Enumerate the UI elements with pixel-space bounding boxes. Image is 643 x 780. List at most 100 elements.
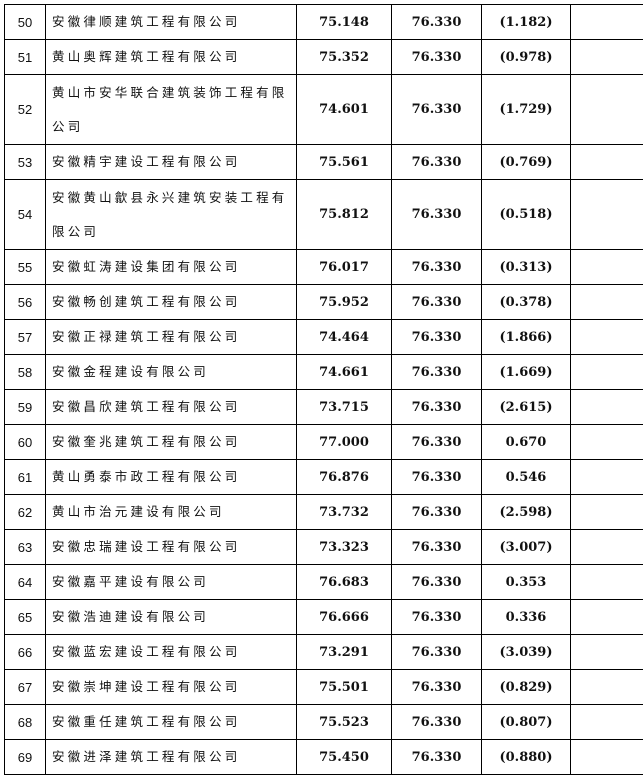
note [570,319,643,355]
score: 76.876 [296,459,392,495]
score-difference: (2.615) [481,389,571,425]
score-difference: (0.518) [481,179,571,250]
score-difference: (0.880) [481,739,571,775]
score-difference: 0.336 [481,599,571,635]
company-name: 安徽正禄建筑工程有限公司 [45,319,297,355]
table-row: 67 安徽崇坤建设工程有限公司 75.501 76.330 (0.829) [4,669,643,705]
score-difference: (0.807) [481,704,571,740]
benchmark-score: 76.330 [391,4,482,40]
company-name: 安徽进泽建筑工程有限公司 [45,739,297,775]
row-number: 62 [4,494,46,530]
row-number: 63 [4,529,46,565]
benchmark-score: 76.330 [391,389,482,425]
note [570,564,643,600]
benchmark-score: 76.330 [391,319,482,355]
table-row: 62 黄山市治元建设有限公司 73.732 76.330 (2.598) [4,494,643,530]
note [570,39,643,75]
row-number: 54 [4,179,46,250]
note [570,144,643,180]
company-name: 安徽浩迪建设有限公司 [45,599,297,635]
benchmark-score: 76.330 [391,564,482,600]
table-row: 56 安徽畅创建筑工程有限公司 75.952 76.330 (0.378) [4,284,643,320]
table-row: 53 安徽精宇建设工程有限公司 75.561 76.330 (0.769) [4,144,643,180]
row-number: 56 [4,284,46,320]
score-difference: (0.978) [481,39,571,75]
note [570,634,643,670]
note [570,354,643,390]
score: 73.732 [296,494,392,530]
benchmark-score: 76.330 [391,424,482,460]
score-difference: 0.546 [481,459,571,495]
note [570,704,643,740]
note [570,739,643,775]
row-number: 67 [4,669,46,705]
benchmark-score: 76.330 [391,634,482,670]
score: 75.523 [296,704,392,740]
score-difference: 0.670 [481,424,571,460]
score-difference: 0.353 [481,564,571,600]
company-name: 安徽嘉平建设有限公司 [45,564,297,600]
table-row: 54 安徽黄山歙县永兴建筑安装工程有限公司 75.812 76.330 (0.518) [4,179,643,250]
score: 75.148 [296,4,392,40]
table-row: 69 安徽进泽建筑工程有限公司 75.450 76.330 (0.880) [4,739,643,775]
table-row: 66 安徽蓝宏建设工程有限公司 73.291 76.330 (3.039) [4,634,643,670]
score: 77.000 [296,424,392,460]
score-difference: (0.769) [481,144,571,180]
note [570,494,643,530]
row-number: 69 [4,739,46,775]
company-name: 安徽忠瑞建设工程有限公司 [45,529,297,565]
note [570,4,643,40]
note [570,249,643,285]
score: 75.952 [296,284,392,320]
score-table: 50 安徽律顺建筑工程有限公司 75.148 76.330 (1.182) 51 黄山奥辉建… [4,4,643,775]
note [570,179,643,250]
company-name: 安徽黄山歙县永兴建筑安装工程有限公司 [45,179,297,250]
score: 75.561 [296,144,392,180]
company-name: 黄山市安华联合建筑装饰工程有限公司 [45,74,297,145]
row-number: 65 [4,599,46,635]
table-row: 63 安徽忠瑞建设工程有限公司 73.323 76.330 (3.007) [4,529,643,565]
table-row: 64 安徽嘉平建设有限公司 76.683 76.330 0.353 [4,564,643,600]
benchmark-score: 76.330 [391,599,482,635]
company-name: 安徽奎兆建筑工程有限公司 [45,424,297,460]
score: 76.683 [296,564,392,600]
benchmark-score: 76.330 [391,39,482,75]
benchmark-score: 76.330 [391,284,482,320]
table-row: 51 黄山奥辉建筑工程有限公司 75.352 76.330 (0.978) [4,39,643,75]
score-difference: (1.866) [481,319,571,355]
score: 75.501 [296,669,392,705]
score: 74.661 [296,354,392,390]
row-number: 55 [4,249,46,285]
benchmark-score: 76.330 [391,74,482,145]
row-number: 66 [4,634,46,670]
note [570,599,643,635]
score-difference: (1.182) [481,4,571,40]
table-row: 58 安徽金程建设有限公司 74.661 76.330 (1.669) [4,354,643,390]
table-row: 65 安徽浩迪建设有限公司 76.666 76.330 0.336 [4,599,643,635]
score-difference: (1.669) [481,354,571,390]
score: 73.323 [296,529,392,565]
company-name: 安徽昌欣建筑工程有限公司 [45,389,297,425]
score: 76.017 [296,249,392,285]
table-body: 50 安徽律顺建筑工程有限公司 75.148 76.330 (1.182) 51 黄山奥辉建… [4,4,643,775]
benchmark-score: 76.330 [391,704,482,740]
row-number: 50 [4,4,46,40]
row-number: 52 [4,74,46,145]
benchmark-score: 76.330 [391,354,482,390]
company-name: 安徽蓝宏建设工程有限公司 [45,634,297,670]
note [570,669,643,705]
table-row: 50 安徽律顺建筑工程有限公司 75.148 76.330 (1.182) [4,4,643,40]
score: 75.812 [296,179,392,250]
row-number: 64 [4,564,46,600]
row-number: 59 [4,389,46,425]
company-name: 黄山勇泰市政工程有限公司 [45,459,297,495]
company-name: 安徽金程建设有限公司 [45,354,297,390]
table-row: 52 黄山市安华联合建筑装饰工程有限公司 74.601 76.330 (1.729) [4,74,643,145]
score: 76.666 [296,599,392,635]
company-name: 安徽虹涛建设集团有限公司 [45,249,297,285]
table-row: 68 安徽重任建筑工程有限公司 75.523 76.330 (0.807) [4,704,643,740]
benchmark-score: 76.330 [391,249,482,285]
table-row: 59 安徽昌欣建筑工程有限公司 73.715 76.330 (2.615) [4,389,643,425]
score-difference: (3.007) [481,529,571,565]
score-difference: (2.598) [481,494,571,530]
